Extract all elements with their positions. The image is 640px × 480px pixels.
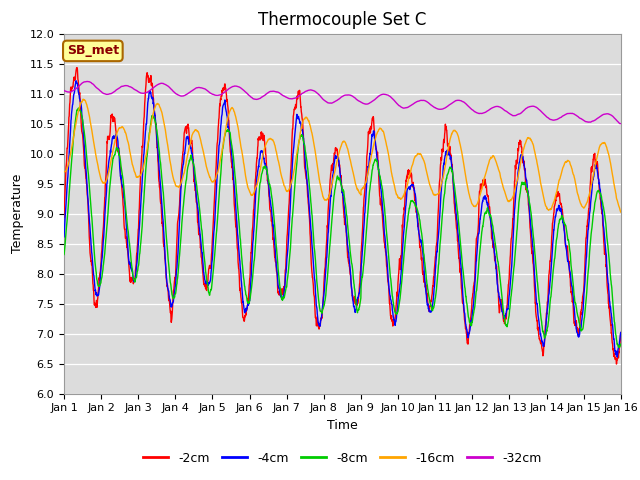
Y-axis label: Temperature: Temperature [11, 174, 24, 253]
Legend: -2cm, -4cm, -8cm, -16cm, -32cm: -2cm, -4cm, -8cm, -16cm, -32cm [138, 447, 547, 469]
Title: Thermocouple Set C: Thermocouple Set C [258, 11, 427, 29]
Text: SB_met: SB_met [67, 44, 119, 58]
X-axis label: Time: Time [327, 419, 358, 432]
